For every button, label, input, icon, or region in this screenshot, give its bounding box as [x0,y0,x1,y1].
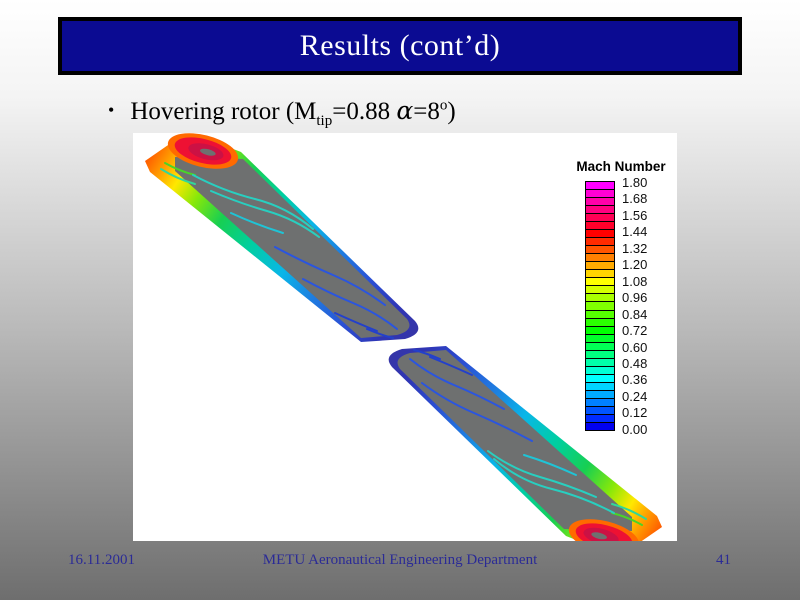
footer-date: 16.11.2001 [68,552,135,568]
legend-tick-label: 0.24 [622,388,648,404]
legend-tick-label: 1.08 [622,273,648,289]
colorbar-cell [586,421,614,430]
colorbar-cell [586,293,614,302]
legend-tick-label: 0.60 [622,339,648,355]
colorbar-cell [586,381,614,390]
bullet-text-part1: Hovering rotor (M [130,98,317,125]
colorbar-cell [586,285,614,294]
slide-title: Results (cont’d) [299,29,501,62]
legend-tick-label: 0.48 [622,355,648,371]
colorbar-cell [586,197,614,206]
colorbar-cell [586,253,614,262]
footer-department: METU Aeronautical Engineering Department [262,552,538,568]
colorbar-cell [586,221,614,230]
colorbar-cell [586,301,614,310]
legend-tick-label: 0.00 [622,421,648,437]
legend-tick-label: 0.96 [622,290,648,306]
title-bar: Results (cont’d) [58,17,742,75]
alpha-symbol: α [396,96,414,125]
colorbar-cell [586,317,614,326]
colorbar-cell [586,389,614,398]
colorbar-cell [586,413,614,422]
superscript-degree: o [439,97,448,114]
colorbar-cell [586,309,614,318]
colorbar-cell [586,365,614,374]
colorbar-cell [586,405,614,414]
bullet-line: • Hovering rotor (Mtip=0.88 α=8o) [108,96,456,129]
bullet-text-part3: =8 [413,98,440,125]
legend-title: Mach Number [576,159,666,174]
legend-tick-label: 1.56 [622,207,648,223]
colorbar-cell [586,277,614,286]
legend-tick-label: 0.36 [622,372,648,388]
colorbar-cell [586,213,614,222]
legend-tick-label: 1.68 [622,191,648,207]
colorbar-cell [586,182,614,190]
colorbar-cell [586,229,614,238]
colorbar-cell [586,237,614,246]
legend-tick-label: 0.12 [622,405,648,421]
colorbar-cell [586,349,614,358]
colorbar-cell [586,325,614,334]
legend-tick-label: 1.44 [622,224,648,240]
colorbar-cell [586,341,614,350]
legend-tick-label: 1.20 [622,257,648,273]
colorbar-cell [586,333,614,342]
legend-labels: 1.80 1.68 1.56 1.44 1.32 1.20 1.08 0.96 0.84 0.72… [622,175,647,437]
bullet-text-part2: =0.88 [332,98,397,125]
legend-tick-label: 1.80 [622,175,648,190]
legend-tick-label: 1.32 [622,240,648,256]
lower-blade [387,345,663,541]
colorbar-cell [586,261,614,270]
legend-colorbar [585,181,615,431]
bullet-text-part4: ) [447,98,456,125]
colorbar-cell [586,205,614,214]
colorbar-cell [586,397,614,406]
colorbar-cell [586,245,614,254]
footer-page-number: 41 [716,552,731,568]
colorbar-cell [586,269,614,278]
colorbar-cell [586,357,614,366]
legend-tick-label: 0.84 [622,306,648,322]
upper-blade [144,133,420,343]
cfd-figure: Mach Number 1.80 1.68 1.56 1.44 1.32 1.20 1.08… [133,133,677,541]
bullet-marker: • [108,100,115,120]
subscript-tip: tip [316,113,333,129]
colorbar-cell [586,189,614,198]
legend-tick-label: 0.72 [622,323,648,339]
colorbar-cell [586,373,614,382]
